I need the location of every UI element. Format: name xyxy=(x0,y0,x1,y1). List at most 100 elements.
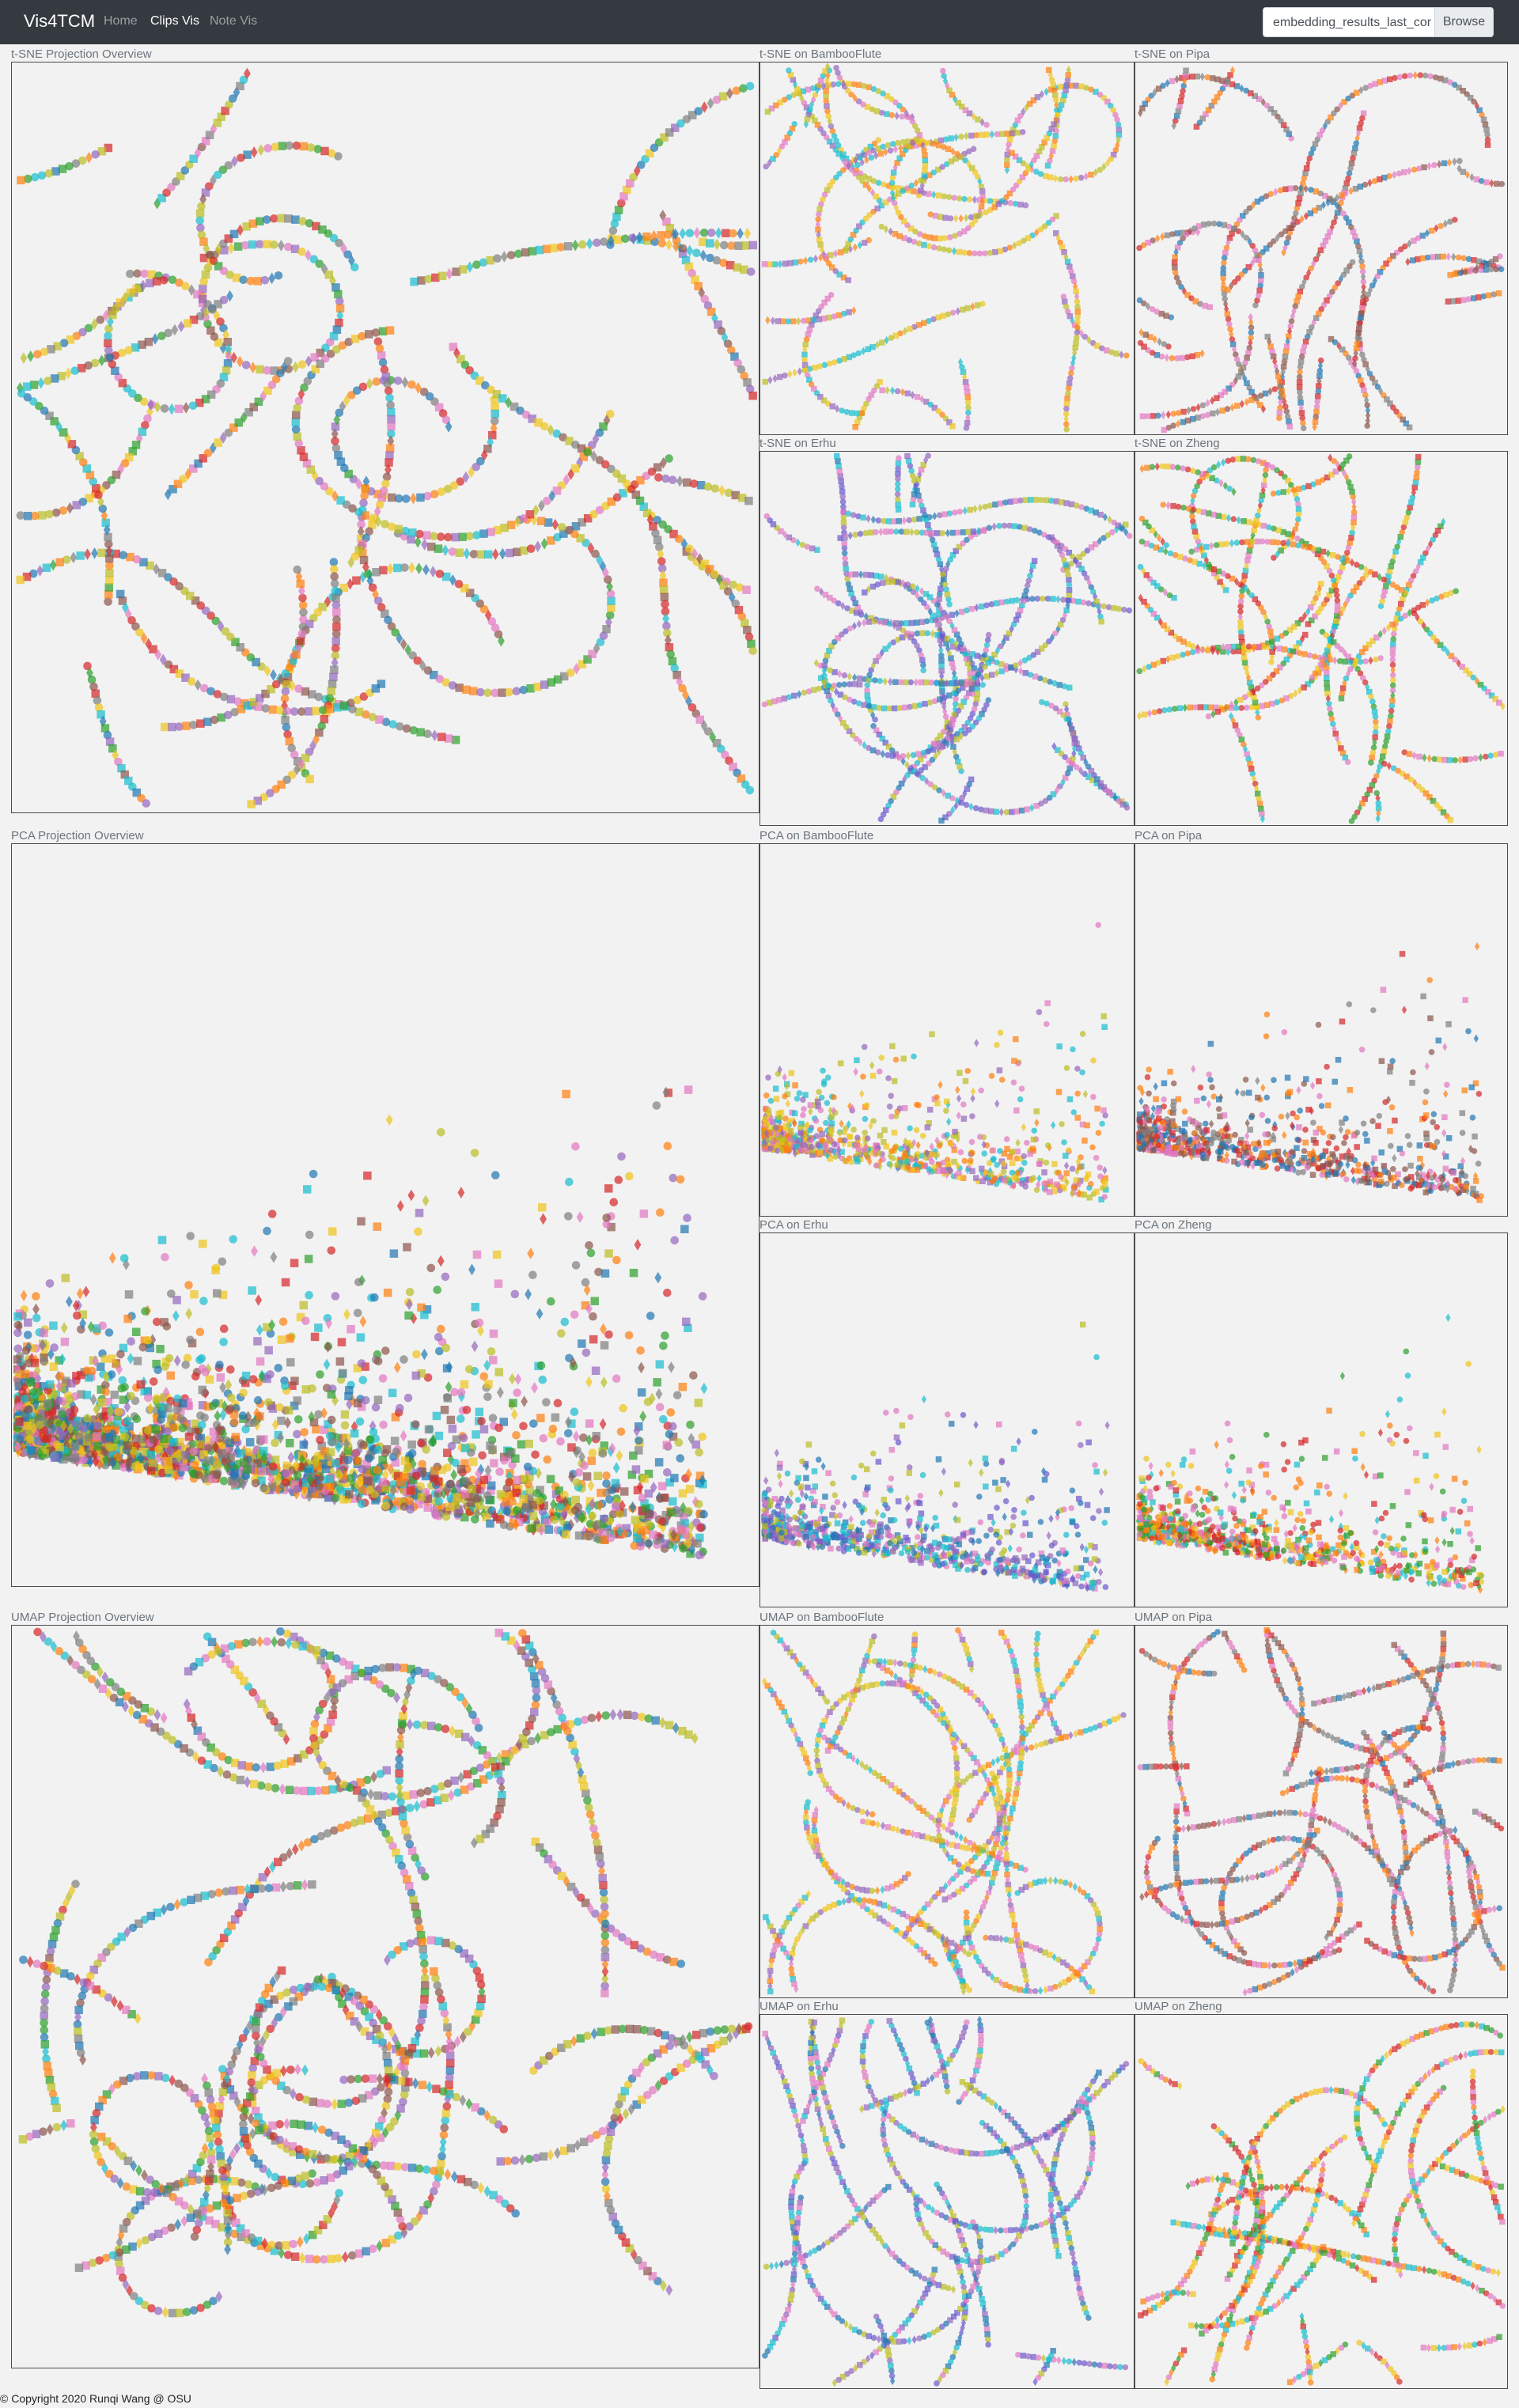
scatter-point[interactable] xyxy=(943,613,950,620)
scatter-point[interactable] xyxy=(1073,339,1079,346)
scatter-point[interactable] xyxy=(1480,116,1487,123)
scatter-point[interactable] xyxy=(1075,562,1082,568)
scatter-point[interactable] xyxy=(814,85,820,95)
scatter-point[interactable] xyxy=(126,552,134,562)
scatter-point[interactable] xyxy=(935,556,942,562)
scatter-point[interactable] xyxy=(933,680,940,687)
scatter-point[interactable] xyxy=(979,301,986,307)
scatter-point[interactable] xyxy=(1401,168,1407,176)
scatter-point[interactable] xyxy=(1269,638,1275,645)
scatter-point[interactable] xyxy=(138,427,147,437)
scatter-point[interactable] xyxy=(1465,296,1472,303)
scatter-point[interactable] xyxy=(953,639,959,649)
scatter-point[interactable] xyxy=(512,1431,521,1440)
scatter-point[interactable] xyxy=(841,681,847,687)
scatter-point[interactable] xyxy=(1136,297,1143,304)
scatter-point[interactable] xyxy=(816,82,822,89)
scatter-point[interactable] xyxy=(372,377,381,386)
scatter-point[interactable] xyxy=(1017,112,1024,119)
scatter-point[interactable] xyxy=(946,601,953,608)
scatter-point[interactable] xyxy=(1362,796,1368,802)
scatter-point[interactable] xyxy=(1179,229,1186,237)
scatter-point[interactable] xyxy=(1295,200,1301,206)
scatter-point[interactable] xyxy=(983,602,990,608)
scatter-point[interactable] xyxy=(1063,411,1070,418)
scatter-point[interactable] xyxy=(578,518,586,527)
scatter-point[interactable] xyxy=(918,187,924,194)
scatter-point[interactable] xyxy=(992,248,998,256)
scatter-point[interactable] xyxy=(1426,794,1433,801)
scatter-point[interactable] xyxy=(1008,664,1014,671)
scatter-point[interactable] xyxy=(174,404,184,414)
scatter-point[interactable] xyxy=(1255,512,1261,519)
scatter-point[interactable] xyxy=(103,730,112,740)
scatter-point[interactable] xyxy=(182,721,191,730)
scatter-point[interactable] xyxy=(1052,705,1059,712)
scatter-point[interactable] xyxy=(767,261,773,267)
scatter-point[interactable] xyxy=(820,130,827,137)
nav-link-note-vis[interactable]: Note Vis xyxy=(210,14,258,28)
scatter-point[interactable] xyxy=(1463,667,1469,674)
scatter-point[interactable] xyxy=(410,492,417,505)
scatter-point[interactable] xyxy=(846,681,853,687)
scatter-point[interactable] xyxy=(401,376,409,388)
scatter-point[interactable] xyxy=(415,562,422,574)
scatter-point[interactable] xyxy=(908,619,915,627)
scatter-point[interactable] xyxy=(1115,522,1122,529)
scatter-point[interactable] xyxy=(1389,672,1396,679)
scatter-point[interactable] xyxy=(699,237,707,247)
scatter-point[interactable] xyxy=(1369,755,1375,761)
scatter-point[interactable] xyxy=(1061,556,1067,563)
scatter-point[interactable] xyxy=(324,1341,331,1354)
scatter-point[interactable] xyxy=(138,340,146,350)
scatter-point[interactable] xyxy=(1324,685,1331,692)
scatter-point[interactable] xyxy=(889,386,896,395)
brand-logo[interactable]: Vis4TCM xyxy=(24,11,96,31)
scatter-point[interactable] xyxy=(1165,501,1171,510)
scatter-point[interactable] xyxy=(1245,587,1251,596)
scatter-point[interactable] xyxy=(1248,704,1255,710)
scatter-point[interactable] xyxy=(230,351,238,364)
scatter-point[interactable] xyxy=(1294,496,1301,502)
scatter-point[interactable] xyxy=(532,504,540,517)
scatter-point[interactable] xyxy=(340,242,347,255)
scatter-point[interactable] xyxy=(959,364,965,370)
scatter-point[interactable] xyxy=(777,99,783,106)
scatter-point[interactable] xyxy=(1350,523,1356,532)
scatter-point[interactable] xyxy=(840,167,847,173)
scatter-point[interactable] xyxy=(256,217,264,226)
scatter-point[interactable] xyxy=(706,253,714,263)
scatter-point[interactable] xyxy=(556,1437,565,1446)
scatter-point[interactable] xyxy=(914,770,920,777)
scatter-point[interactable] xyxy=(241,240,250,250)
scatter-point[interactable] xyxy=(1229,403,1235,412)
scatter-point[interactable] xyxy=(962,506,968,515)
scatter-point[interactable] xyxy=(1467,755,1474,763)
scatter-point[interactable] xyxy=(1317,357,1324,364)
scatter-point[interactable] xyxy=(941,609,947,616)
scatter-point[interactable] xyxy=(1194,73,1201,80)
scatter-point[interactable] xyxy=(842,694,848,701)
scatter-point[interactable] xyxy=(1326,592,1333,599)
scatter-point[interactable] xyxy=(1447,79,1453,85)
scatter-point[interactable] xyxy=(841,550,848,557)
scatter-point[interactable] xyxy=(1362,658,1369,664)
scatter-point[interactable] xyxy=(1222,249,1229,256)
scatter-point[interactable] xyxy=(876,653,882,660)
scatter-point[interactable] xyxy=(918,466,925,473)
scatter-point[interactable] xyxy=(741,780,750,789)
scatter-point[interactable] xyxy=(1185,505,1192,512)
scatter-point[interactable] xyxy=(666,649,675,659)
scatter-point[interactable] xyxy=(1108,156,1114,162)
scatter-point[interactable] xyxy=(1370,744,1377,751)
scatter-point[interactable] xyxy=(964,419,971,426)
scatter-point[interactable] xyxy=(1276,646,1283,652)
scatter-point[interactable] xyxy=(835,682,843,688)
scatter-point[interactable] xyxy=(332,608,341,617)
scatter-point[interactable] xyxy=(1050,596,1056,602)
scatter-point[interactable] xyxy=(1313,188,1320,195)
scatter-point[interactable] xyxy=(1292,526,1298,532)
scatter-point[interactable] xyxy=(576,534,585,543)
scatter-point[interactable] xyxy=(898,528,905,535)
scatter-point[interactable] xyxy=(1068,175,1074,184)
